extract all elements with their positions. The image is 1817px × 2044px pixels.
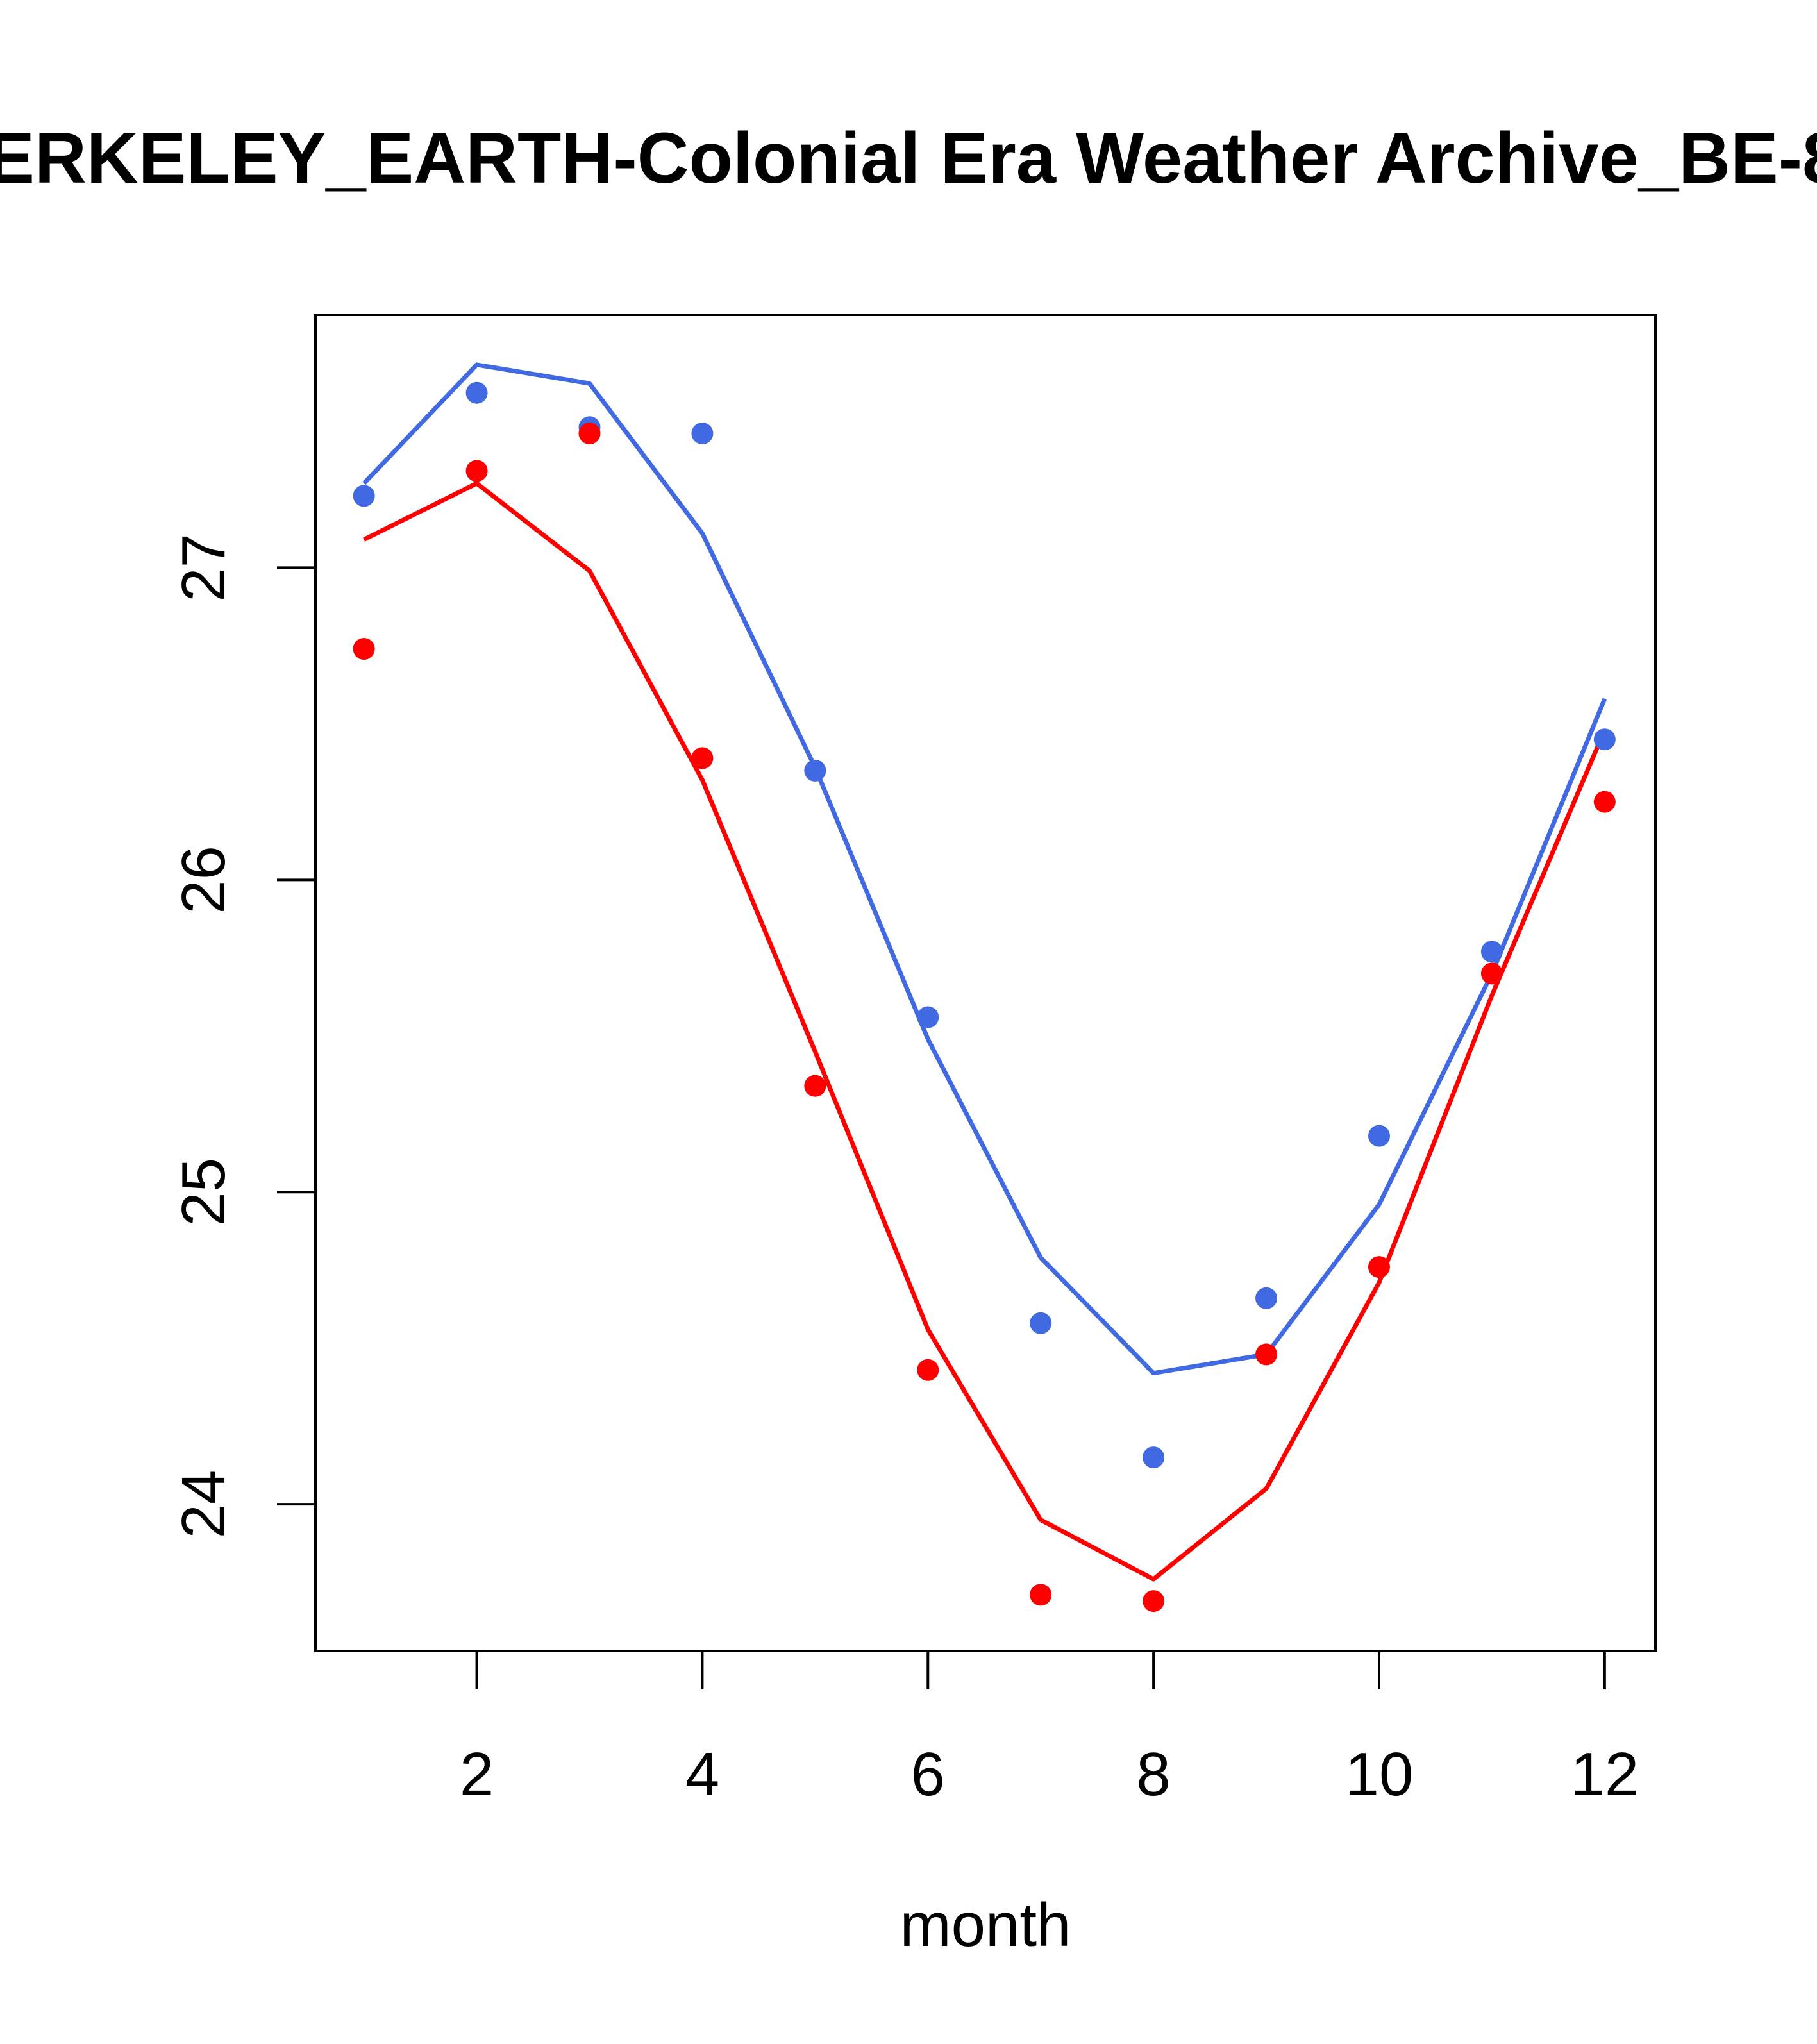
plot-frame: [314, 314, 1657, 1652]
red-point: [1593, 791, 1616, 813]
red-point: [465, 460, 488, 482]
red-point: [1030, 1584, 1052, 1606]
blue-point: [1368, 1125, 1390, 1147]
chart-title: BERKELEY_EARTH-Colonial Era Weather Arch…: [0, 118, 1817, 198]
red-point: [578, 423, 601, 445]
x-tick-label: 10: [1345, 1740, 1414, 1809]
x-tick-label: 12: [1570, 1740, 1639, 1809]
red-point: [353, 638, 375, 660]
y-axis: 24 25 26 27: [169, 533, 315, 1539]
blue-point: [917, 1006, 939, 1028]
series-layer: [353, 362, 1616, 1613]
red-point: [1143, 1590, 1165, 1613]
x-tick-label: 6: [911, 1740, 945, 1809]
red-point: [1480, 962, 1503, 985]
x-tick-label: 4: [685, 1740, 719, 1809]
x-axis-label: month: [900, 1891, 1071, 1959]
y-tick-label: 27: [169, 533, 238, 602]
x-axis: 2 4 6 8 10 12: [460, 1651, 1639, 1809]
y-tick-label: 25: [169, 1158, 238, 1227]
red-point: [917, 1359, 939, 1381]
blue-point: [353, 485, 375, 507]
blue-point: [465, 381, 488, 404]
blue-point: [1480, 941, 1503, 963]
red-point: [691, 747, 714, 769]
x-tick-label: 8: [1136, 1740, 1170, 1809]
red-point: [804, 1075, 826, 1097]
blue-point: [1255, 1287, 1278, 1309]
red-point: [1255, 1343, 1278, 1366]
y-tick-label: 26: [169, 846, 238, 914]
blue-line: [362, 362, 1607, 1376]
blue-point: [691, 423, 714, 445]
blue-point: [1030, 1312, 1052, 1334]
blue-point: [1593, 728, 1616, 751]
red-line: [363, 481, 1607, 1582]
blue-point: [1143, 1446, 1165, 1469]
y-tick-label: 24: [169, 1470, 238, 1539]
x-tick-label: 2: [460, 1740, 494, 1809]
blue-point: [804, 759, 826, 782]
red-point: [1368, 1256, 1390, 1278]
